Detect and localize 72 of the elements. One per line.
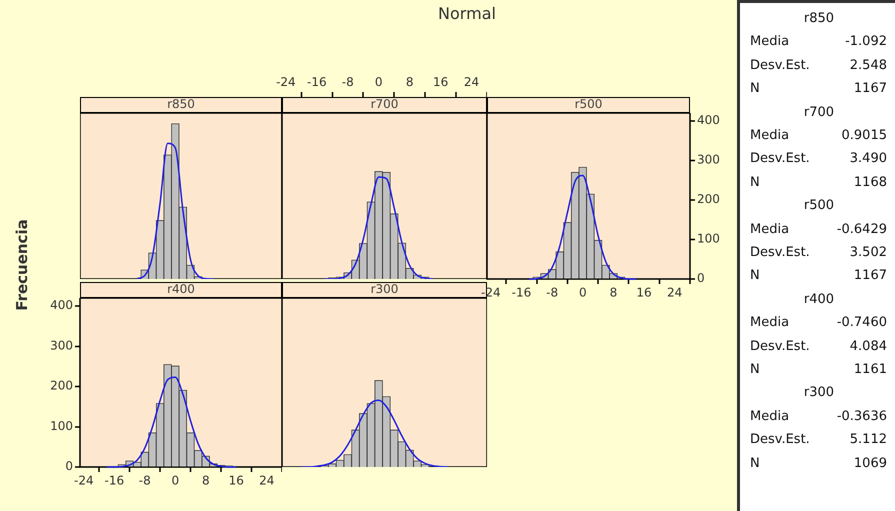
y-tick-label: 300 bbox=[50, 338, 73, 352]
chart-title: r850 bbox=[80, 97, 282, 113]
text: Media bbox=[750, 34, 790, 50]
text: 4.084 bbox=[850, 338, 887, 354]
text: r400 bbox=[802, 292, 836, 307]
y-tick-label: 300 bbox=[697, 152, 720, 167]
y-axis-title: Frecuencia bbox=[13, 219, 31, 311]
x-tick-label: 8 bbox=[610, 285, 618, 300]
x-tick-label: 8 bbox=[406, 74, 414, 89]
text: r850 bbox=[802, 11, 836, 26]
chart-title: r400 bbox=[80, 282, 282, 298]
x-tick-label: 0 bbox=[171, 473, 180, 488]
text: 5.112 bbox=[850, 432, 887, 448]
text: N bbox=[750, 174, 760, 190]
text: N bbox=[750, 456, 760, 471]
x-tick-label: 0 bbox=[578, 285, 587, 300]
x-tick-label: 24 bbox=[464, 74, 480, 89]
text: Normal bbox=[437, 4, 497, 23]
x-tick-label: 16 bbox=[228, 473, 244, 488]
text: Desv.Est. bbox=[750, 58, 810, 73]
x-tick-label: 24 bbox=[259, 473, 274, 488]
text: 1168 bbox=[854, 174, 887, 190]
y-tick-label: 0 bbox=[65, 459, 73, 474]
text: 3.502 bbox=[850, 245, 887, 260]
y-tick-label: 400 bbox=[50, 298, 73, 312]
x-tick-label: -24 bbox=[74, 473, 94, 488]
text: 2.548 bbox=[850, 58, 887, 73]
text: 0.9015 bbox=[842, 128, 887, 143]
text: Desv.Est. bbox=[750, 338, 810, 354]
chart-title: r700 bbox=[282, 97, 487, 113]
x-tick-label: 16 bbox=[636, 285, 652, 300]
chart-title: r500 bbox=[487, 97, 690, 113]
y-tick-label: 100 bbox=[697, 232, 720, 246]
x-tick-label: 24 bbox=[667, 285, 682, 300]
x-tick-label: 0 bbox=[374, 74, 383, 89]
x-tick-label: 16 bbox=[432, 74, 448, 89]
text: 1167 bbox=[854, 268, 887, 284]
x-tick-label: -8 bbox=[138, 473, 151, 488]
text: N bbox=[750, 268, 760, 284]
x-tick-label: -24 bbox=[276, 74, 296, 89]
text: -0.3636 bbox=[836, 408, 887, 424]
x-tick-label: -8 bbox=[342, 74, 354, 89]
text: Media bbox=[750, 408, 790, 424]
text: Desv.Est. bbox=[750, 245, 810, 260]
text: r300 bbox=[802, 385, 836, 400]
text: 3.490 bbox=[850, 151, 887, 166]
y-tick-label: 0 bbox=[697, 271, 705, 286]
x-tick-label: -16 bbox=[307, 74, 327, 89]
text: Media bbox=[750, 315, 790, 330]
text: Media bbox=[750, 222, 790, 237]
x-tick-label: -8 bbox=[546, 285, 558, 300]
text: 1167 bbox=[854, 81, 887, 96]
text: -0.6429 bbox=[836, 222, 887, 237]
y-tick-label: 100 bbox=[50, 418, 73, 433]
x-tick-label: 8 bbox=[202, 473, 210, 488]
text: -0.7460 bbox=[836, 315, 887, 330]
text: N bbox=[750, 81, 760, 96]
text: Desv.Est. bbox=[750, 151, 810, 166]
text: -1.092 bbox=[845, 34, 887, 50]
text: 1161 bbox=[854, 362, 887, 377]
x-tick-label: -16 bbox=[104, 473, 124, 488]
x-tick-label: -16 bbox=[512, 285, 532, 300]
y-tick-label: 400 bbox=[697, 113, 720, 128]
text: r700 bbox=[802, 104, 836, 120]
text: N bbox=[750, 362, 760, 377]
y-tick-label: 200 bbox=[697, 192, 720, 206]
text: r500 bbox=[802, 198, 836, 214]
text: 1069 bbox=[854, 456, 887, 471]
y-tick-label: 200 bbox=[50, 378, 73, 393]
chart-title: r300 bbox=[370, 282, 398, 296]
text: Desv.Est. bbox=[750, 432, 810, 448]
text: Media bbox=[750, 128, 790, 143]
